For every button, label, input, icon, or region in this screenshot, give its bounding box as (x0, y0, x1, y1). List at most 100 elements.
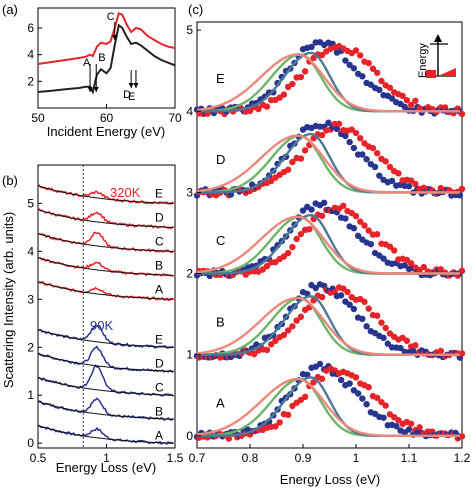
panel-a-ytick-label: 2 (27, 74, 34, 88)
panel-b-row-label-320K: C (155, 235, 164, 249)
panel-c-row-label: B (216, 314, 225, 329)
scatter-90K-1 (410, 347, 417, 355)
scatter-90K-3 (350, 144, 358, 152)
panel-b-row-label-320K: D (155, 211, 164, 225)
fit-line-fit_salmon-0 (196, 377, 460, 437)
panel-a-ytick-label: 4 (27, 48, 34, 62)
scatter-320K-4 (357, 52, 364, 59)
scatter-320K-1 (284, 327, 292, 334)
scatter-320K-0 (272, 423, 279, 430)
panel-c-ytick-label: 4 (186, 104, 193, 118)
spectrum-90K-1 (37, 397, 175, 422)
scatter-320K-1 (344, 288, 351, 296)
spectrum-320K-2-background (37, 233, 174, 252)
fit-line-fit_salmon-2 (196, 215, 460, 275)
marker-label-A: A (83, 57, 91, 69)
panel-b-xlabel: Energy Loss (eV) (56, 460, 156, 475)
scatter-320K-4 (280, 91, 288, 98)
scatter-90K-0 (337, 376, 345, 384)
panel-c-ticks: 0.7 0.8 0.9 1 1.1 1.2 0 1 2 3 4 5 (186, 23, 470, 465)
scatter-90K-1 (380, 334, 387, 342)
panel-a: (a) A B C DE 50 60 70 2 4 6 Incident Energy (eV) (2, 2, 182, 139)
scatter-90K-1 (350, 305, 358, 313)
scatter-320K-1 (437, 347, 444, 355)
scatter-90K-0 (304, 371, 311, 378)
fit-line-fit_salmon-4 (196, 53, 460, 113)
scatter-90K-2 (401, 262, 408, 269)
panel-b-row-label-90K: D (155, 356, 164, 370)
spectrum-90K-0 (37, 424, 174, 446)
scatter-90K-0 (405, 426, 413, 433)
scatter-320K-2 (357, 218, 364, 225)
panel-c-xlabel: Energy Loss (eV) (280, 472, 380, 487)
scatter-320K-4 (407, 101, 415, 109)
scatter-320K-2 (437, 266, 444, 273)
scatter-90K-4 (308, 43, 315, 51)
scatter-320K-2 (361, 222, 368, 229)
scatter-320K-1 (365, 305, 372, 312)
scatter-320K-4 (301, 68, 309, 75)
scatter-320K-1 (297, 313, 305, 320)
scatter-90K-4 (401, 103, 408, 111)
scatter-320K-3 (386, 163, 394, 171)
scatter-90K-3 (371, 163, 379, 171)
panel-b-ytick-label: 0 (27, 436, 34, 450)
scatter-90K-4 (388, 95, 396, 102)
scatter-320K-0 (365, 384, 372, 391)
scatter-90K-2 (367, 240, 375, 248)
scatter-320K-0 (407, 420, 415, 427)
scatter-320K-3 (412, 180, 419, 188)
panel-a-ticks: 50 60 70 2 4 6 (27, 21, 182, 125)
marker-label-C: C (107, 11, 115, 23)
scatter-320K-0 (395, 417, 402, 424)
scatter-320K-2 (280, 253, 288, 260)
scatter-320K-3 (369, 144, 377, 152)
spectrum-320K-1-background (37, 257, 174, 276)
scatter-320K-4 (246, 107, 254, 115)
scatter-320K-4 (352, 47, 360, 54)
scatter-320K-4 (374, 69, 381, 76)
scatter-90K-0 (393, 422, 400, 430)
scatter-320K-3 (289, 158, 296, 166)
panel-a-frame (37, 7, 176, 109)
scatter-90K-3 (342, 132, 349, 140)
scatter-90K-4 (350, 65, 358, 72)
scatter-320K-1 (458, 350, 466, 357)
panel-c-ytick-label: 5 (186, 23, 193, 37)
scatter-90K-1 (384, 340, 391, 347)
scatter-320K-0 (352, 374, 360, 381)
scatter-320K-1 (382, 324, 389, 332)
panel-b-row-label-90K: E (155, 332, 163, 346)
temp-low-label: 90K (90, 318, 113, 333)
marker-label-E: E (128, 91, 135, 103)
scatter-320K-2 (352, 212, 360, 220)
spectrum-90K-4-background (37, 329, 174, 348)
scatter-320K-0 (310, 379, 317, 386)
panel-c-xtick-label: 1 (353, 451, 360, 465)
global-y-label: Scattering Intensity (arb. units) (1, 212, 16, 388)
marker-arrowhead-B (93, 87, 99, 92)
scatter-320K-3 (284, 166, 292, 173)
scatter-90K-0 (452, 429, 459, 437)
marker-arrowhead-C (112, 35, 118, 40)
scatter-320K-4 (378, 77, 385, 85)
scatter-320K-1 (268, 341, 275, 348)
scatter-320K-2 (297, 230, 305, 238)
marker-arrowhead-A (87, 87, 93, 92)
scatter-320K-1 (412, 342, 419, 349)
scatter-90K-0 (316, 360, 324, 368)
spectrum-90K-2-background (37, 377, 174, 396)
panel-b-row-label-320K: A (155, 283, 163, 297)
panel-c-xtick-label: 0.7 (189, 451, 206, 465)
panel-b-ytick-label: 2 (27, 340, 34, 354)
spectrum-90K-1-background (37, 401, 174, 420)
scatter-90K-1 (346, 301, 353, 308)
scatter-320K-4 (403, 96, 411, 104)
spectrum-90K-0-background (37, 425, 174, 444)
panel-c-ytick-label: 0 (186, 429, 193, 443)
panel-a-xtick-label: 70 (168, 111, 182, 125)
spectrum-320K-0-background (37, 281, 174, 300)
scatter-320K-2 (340, 202, 347, 210)
scatter-320K-2 (289, 243, 296, 251)
